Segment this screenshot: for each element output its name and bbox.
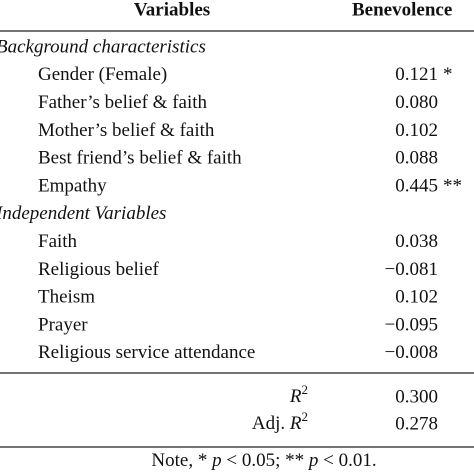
stat-value: 0.278	[395, 413, 438, 434]
row-value: 0.102	[395, 120, 438, 141]
note-part: Note, *	[151, 450, 212, 471]
stat-value: 0.300	[395, 386, 438, 407]
row-label: Religious service attendance	[38, 342, 255, 363]
stat-prefix: Adj.	[252, 413, 290, 434]
stat-label: Adj. R2	[252, 409, 308, 434]
stat-sup: 2	[302, 382, 309, 397]
stat-var: R	[289, 386, 302, 407]
row-label: Theism	[38, 287, 95, 308]
note-part: p	[307, 450, 319, 471]
row-label: Father’s belief & faith	[38, 92, 208, 113]
row-label: Prayer	[38, 314, 88, 335]
row-label: Best friend’s belief & faith	[38, 148, 242, 169]
row-value: 0.445	[395, 175, 438, 196]
row-value: −0.008	[385, 342, 438, 363]
note-part: < 0.05; **	[222, 450, 309, 471]
note: Note, * p < 0.05; ** p < 0.01.	[151, 450, 376, 471]
header-cell: Variables	[134, 0, 210, 20]
row-label: Religious belief	[38, 259, 160, 280]
row-value: 0.088	[395, 148, 438, 169]
row-value: 0.121	[395, 64, 438, 85]
row-label: Faith	[38, 231, 78, 252]
significance: *	[443, 64, 453, 85]
note-part: p	[210, 450, 222, 471]
row-label: Empathy	[38, 175, 107, 196]
note-part: < 0.01.	[318, 450, 376, 471]
row-label: Gender (Female)	[38, 64, 167, 85]
header-cell: Benevolence	[352, 0, 452, 20]
row-value: 0.038	[395, 231, 438, 252]
section-title: Background characteristics	[0, 36, 206, 57]
row-value: −0.081	[385, 259, 438, 280]
significance: **	[443, 175, 462, 196]
stat-label: R2	[289, 382, 308, 407]
row-value: 0.080	[395, 92, 438, 113]
stat-sup: 2	[302, 409, 309, 424]
stat-var: R	[289, 413, 302, 434]
row-value: 0.102	[395, 287, 438, 308]
row-value: −0.095	[385, 314, 438, 335]
row-label: Mother’s belief & faith	[38, 120, 215, 141]
section-title: Independent Variables	[0, 203, 166, 224]
